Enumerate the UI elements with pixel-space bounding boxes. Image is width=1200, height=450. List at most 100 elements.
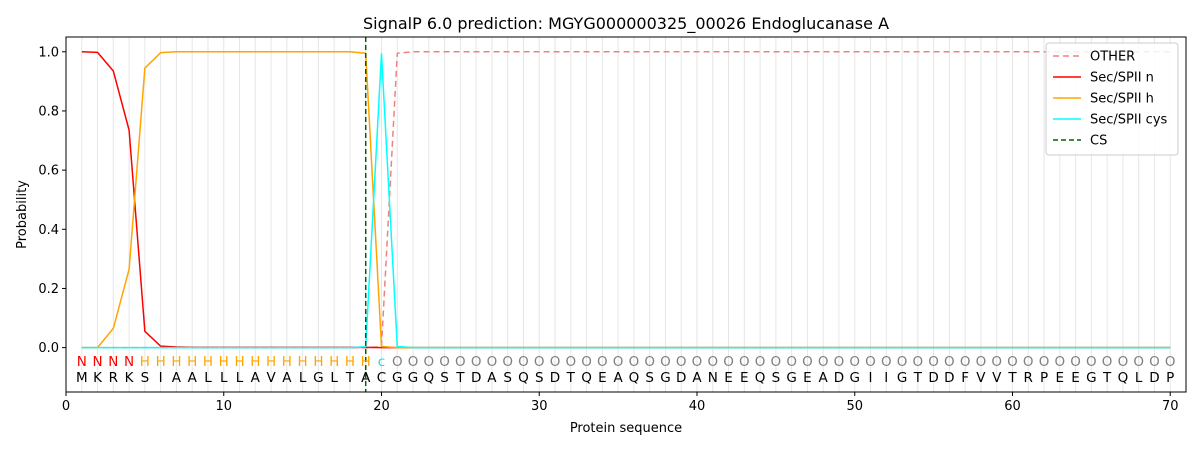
region-label: O [976, 354, 987, 370]
region-label: H [156, 354, 166, 370]
region-label: O [502, 354, 513, 370]
region-label: O [423, 354, 434, 370]
residue-label: D [928, 370, 938, 386]
region-label: H [329, 354, 339, 370]
residue-label: E [1056, 370, 1065, 386]
region-label: O [613, 354, 624, 370]
legend: OTHER Sec/SPII n Sec/SPII h Sec/SPII cys CS [1045, 42, 1179, 156]
region-label: O [1007, 354, 1018, 370]
residue-label: A [692, 370, 702, 386]
region-label: O [1118, 354, 1129, 370]
region-label: N [92, 354, 102, 370]
x-tick-label: 70 [1162, 399, 1179, 414]
region-label: O [897, 354, 908, 370]
region-label: O [1039, 354, 1050, 370]
y-axis: 0.0 0.2 0.4 0.6 0.8 1.0 [38, 45, 66, 356]
region-label: H [234, 354, 244, 370]
series-line [81, 51, 1171, 349]
legend-label: Sec/SPII h [1090, 92, 1154, 107]
region-label: O [581, 354, 592, 370]
region-label: c [378, 354, 385, 370]
residue-label: L [220, 370, 228, 386]
region-label: H [171, 354, 181, 370]
region-label: O [1165, 354, 1176, 370]
residue-label: T [1007, 370, 1017, 386]
region-label: H [298, 354, 308, 370]
residue-label: V [992, 370, 1002, 386]
y-axis-title: Probability [15, 180, 30, 249]
region-label: H [250, 354, 260, 370]
legend-label: CS [1090, 134, 1107, 149]
region-label: O [518, 354, 529, 370]
region-label: O [1149, 354, 1160, 370]
region-label: H [361, 354, 371, 370]
region-label: O [644, 354, 655, 370]
y-tick-label: 0.2 [38, 282, 59, 297]
residue-label: V [976, 370, 986, 386]
residue-label: S [535, 370, 544, 386]
region-label: O [692, 354, 703, 370]
residue-label: S [141, 370, 150, 386]
region-label: H [187, 354, 197, 370]
region-label: H [345, 354, 355, 370]
residue-label: G [786, 370, 796, 386]
region-label: O [944, 354, 955, 370]
residue-label: D [471, 370, 481, 386]
residue-label: C [377, 370, 386, 386]
residue-label: I [869, 370, 873, 386]
residue-label: R [1024, 370, 1033, 386]
residue-label: G [897, 370, 907, 386]
sequence-annotation: NMNKNRNKHSHIHAHAHLHLHLHAHVHAHLHGHLHTHAcC… [76, 354, 1176, 386]
residue-label: E [803, 370, 812, 386]
region-label: H [140, 354, 150, 370]
region-label: O [534, 354, 545, 370]
x-axis-title: Protein sequence [570, 421, 682, 436]
region-label: O [928, 354, 939, 370]
residue-label: G [392, 370, 402, 386]
residue-label: G [1086, 370, 1096, 386]
legend-label: OTHER [1090, 50, 1135, 65]
residue-label: L [330, 370, 338, 386]
residue-label: T [1102, 370, 1112, 386]
residue-label: G [849, 370, 859, 386]
region-label: O [1086, 354, 1097, 370]
residue-label: T [345, 370, 355, 386]
residue-label: T [455, 370, 465, 386]
region-label: H [219, 354, 229, 370]
residue-label: A [188, 370, 198, 386]
region-label: N [124, 354, 134, 370]
legend-box [1045, 42, 1179, 156]
residue-label: S [772, 370, 781, 386]
region-label: O [597, 354, 608, 370]
y-tick-label: 1.0 [38, 45, 59, 60]
region-label: O [487, 354, 498, 370]
residue-label: S [503, 370, 512, 386]
residue-label: T [566, 370, 576, 386]
residue-label: N [708, 370, 718, 386]
region-label: O [991, 354, 1002, 370]
residue-label: S [645, 370, 654, 386]
y-tick-label: 0.4 [38, 223, 59, 238]
residue-label: Q [581, 370, 592, 386]
x-tick-label: 0 [62, 399, 70, 414]
residue-label: D [550, 370, 560, 386]
region-label: O [960, 354, 971, 370]
residue-label: P [1040, 370, 1048, 386]
region-label: O [865, 354, 876, 370]
chart-title: SignalP 6.0 prediction: MGYG000000325_00… [363, 14, 889, 34]
region-label: N [108, 354, 118, 370]
residue-label: G [660, 370, 670, 386]
y-tick-label: 0.8 [38, 104, 59, 119]
residue-label: E [1071, 370, 1080, 386]
region-label: O [676, 354, 687, 370]
residue-label: T [913, 370, 923, 386]
x-tick-label: 40 [689, 399, 706, 414]
x-axis: 0 10 20 30 40 50 60 70 [62, 392, 1179, 414]
region-label: O [1070, 354, 1081, 370]
region-label: O [408, 354, 419, 370]
region-label: H [313, 354, 323, 370]
residue-label: Q [1118, 370, 1129, 386]
residue-label: G [313, 370, 323, 386]
region-label: O [1054, 354, 1065, 370]
